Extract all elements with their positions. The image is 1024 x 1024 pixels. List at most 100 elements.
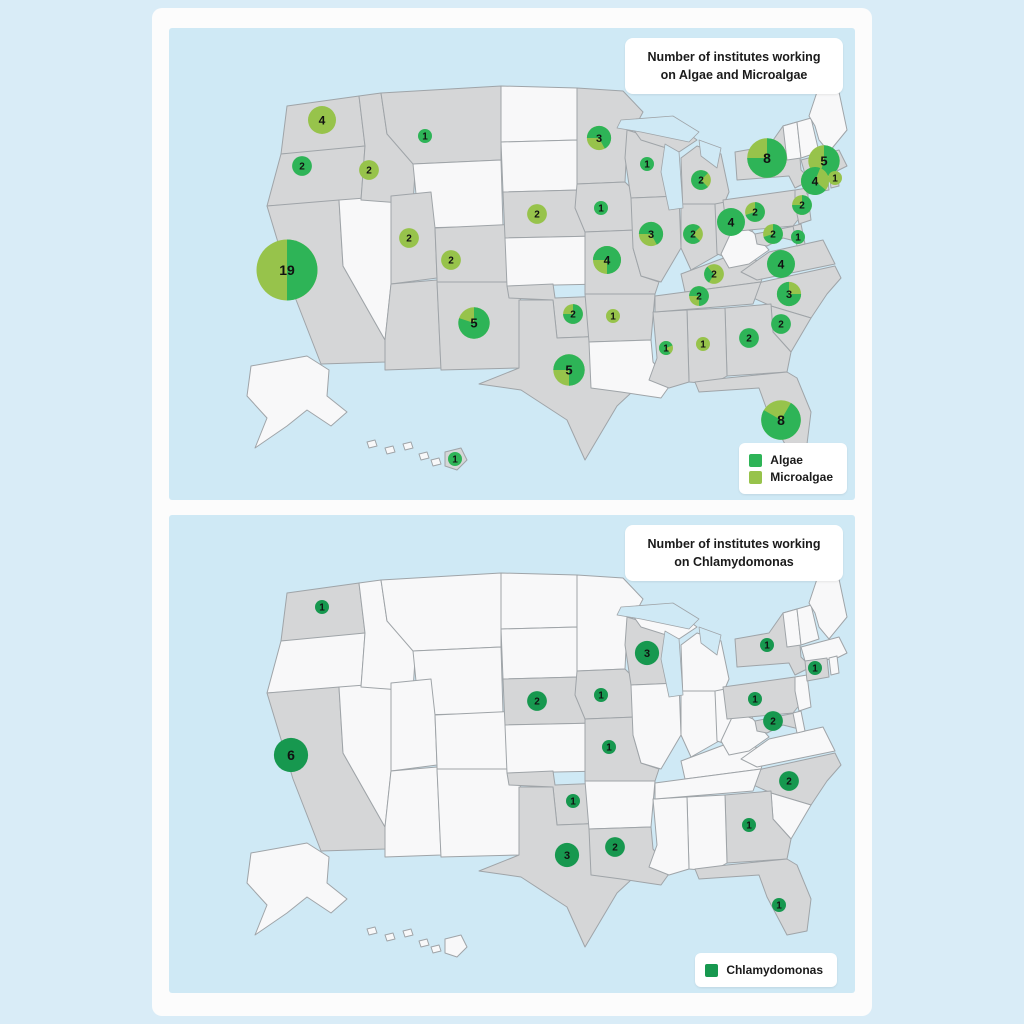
chlamydomonas-circle xyxy=(742,818,756,832)
state-in xyxy=(680,690,720,758)
great-lake-0 xyxy=(616,115,700,143)
algae-wedge xyxy=(689,286,709,306)
state-fl xyxy=(694,858,812,936)
state-ak xyxy=(246,842,348,936)
bubble-mo: 1 xyxy=(602,740,616,754)
bubble-il: 3 xyxy=(638,221,664,247)
algae-circle xyxy=(717,208,745,236)
microalgae-circle xyxy=(696,337,710,351)
algae-wedge xyxy=(745,202,765,222)
microalgae-circle xyxy=(399,228,419,248)
hawaii-islet-2 xyxy=(402,928,414,938)
state-de xyxy=(792,710,806,734)
state-nd xyxy=(500,85,578,143)
bubble-ny: 8 xyxy=(747,138,787,178)
bubble-nc: 2 xyxy=(779,771,799,791)
bubble-wi: 3 xyxy=(634,640,660,666)
chlamydomonas-circle xyxy=(605,837,625,857)
bubble-al: 1 xyxy=(696,337,710,351)
algae-wedge xyxy=(458,307,490,339)
hawaii-islet-4 xyxy=(430,944,442,954)
state-al xyxy=(686,794,728,872)
bubble-ky: 2 xyxy=(704,264,724,284)
chlamydomonas-circle xyxy=(772,898,786,912)
bubble-co: 2 xyxy=(441,250,461,270)
bubble-ia: 1 xyxy=(594,201,608,215)
algae-wedge xyxy=(776,281,802,307)
state-la xyxy=(588,339,672,399)
bubble-mt: 1 xyxy=(418,129,432,143)
state-sd xyxy=(500,139,580,193)
bubble-fl: 1 xyxy=(772,898,786,912)
great-lake-1 xyxy=(660,630,684,698)
bubble-pa: 1 xyxy=(748,692,762,706)
bubble-nj: 2 xyxy=(792,195,812,215)
microalgae-circle xyxy=(308,106,336,134)
bubble-tx: 3 xyxy=(554,842,580,868)
microalgae-color-swatch xyxy=(749,470,763,484)
algae-wedge xyxy=(563,304,583,324)
bubble-wi: 1 xyxy=(640,157,654,171)
chlamydomonas-circle xyxy=(566,794,580,808)
chlamydomonas-circle xyxy=(808,661,822,675)
state-pa xyxy=(722,676,802,720)
state-az xyxy=(384,279,442,371)
bubble-hi: 1 xyxy=(448,452,462,466)
legend-chlamydomonas: Chlamydomonas xyxy=(695,953,837,987)
legend-item-microalgae: Microalgae xyxy=(749,470,833,484)
bubble-ct: 4 xyxy=(800,167,829,196)
algae-wedge xyxy=(586,125,612,149)
bubble-nm: 5 xyxy=(458,307,490,339)
bubble-ok: 1 xyxy=(566,794,580,808)
state-or xyxy=(266,145,366,207)
legend-item-algae: Algae xyxy=(749,453,833,467)
bubble-mo: 4 xyxy=(593,246,621,274)
state-ut xyxy=(390,678,438,772)
bubble-de: 1 xyxy=(791,230,805,244)
bubble-mn: 3 xyxy=(586,125,612,151)
map-title-line2: on Algae and Microalgae xyxy=(660,68,808,83)
bubble-mi: 2 xyxy=(691,170,711,190)
bubble-ms: 1 xyxy=(658,340,673,355)
bubble-ca: 19 xyxy=(256,239,318,301)
algae-wedge xyxy=(691,170,708,190)
chlamydomonas-circle xyxy=(594,688,608,702)
great-lake-2 xyxy=(698,139,722,169)
algae-wedge xyxy=(763,224,783,244)
chlamydomonas-circle xyxy=(760,638,774,652)
chlamydomonas-circle xyxy=(527,691,547,711)
map-title-chlamydomonas: Number of institutes working on Chlamydo… xyxy=(625,525,843,582)
bubble-ca: 6 xyxy=(273,737,309,773)
state-sd xyxy=(500,626,580,680)
chlamydomonas-circle xyxy=(763,711,783,731)
state-ar xyxy=(584,780,656,830)
state-hi xyxy=(444,934,468,958)
chlamydomonas-circle xyxy=(779,771,799,791)
bubble-ga: 1 xyxy=(742,818,756,832)
algae-circle xyxy=(771,314,791,334)
algae-wedge xyxy=(593,246,621,274)
algae-legend-label: Algae xyxy=(770,453,803,467)
state-or xyxy=(266,632,366,694)
bubble-oh: 4 xyxy=(717,208,745,236)
hawaii-islet-4 xyxy=(430,457,442,467)
algae-circle xyxy=(448,452,462,466)
algae-wedge xyxy=(638,221,664,245)
bubble-id: 2 xyxy=(359,160,379,180)
state-az xyxy=(384,766,442,858)
chlamydomonas-legend-label: Chlamydomonas xyxy=(726,963,823,977)
chlamydomonas-color-swatch xyxy=(705,963,719,977)
algae-circle xyxy=(418,129,432,143)
bubble-pa: 2 xyxy=(745,202,765,222)
state-ar xyxy=(584,293,656,343)
hawaii-islet-1 xyxy=(384,932,396,942)
bubble-md: 2 xyxy=(763,711,783,731)
state-ma xyxy=(800,636,848,662)
bubble-ut: 2 xyxy=(399,228,419,248)
hawaii-islet-2 xyxy=(402,441,414,451)
algae-wedge xyxy=(819,145,840,177)
legend-algae-microalgae: Algae Microalgae xyxy=(739,443,847,494)
